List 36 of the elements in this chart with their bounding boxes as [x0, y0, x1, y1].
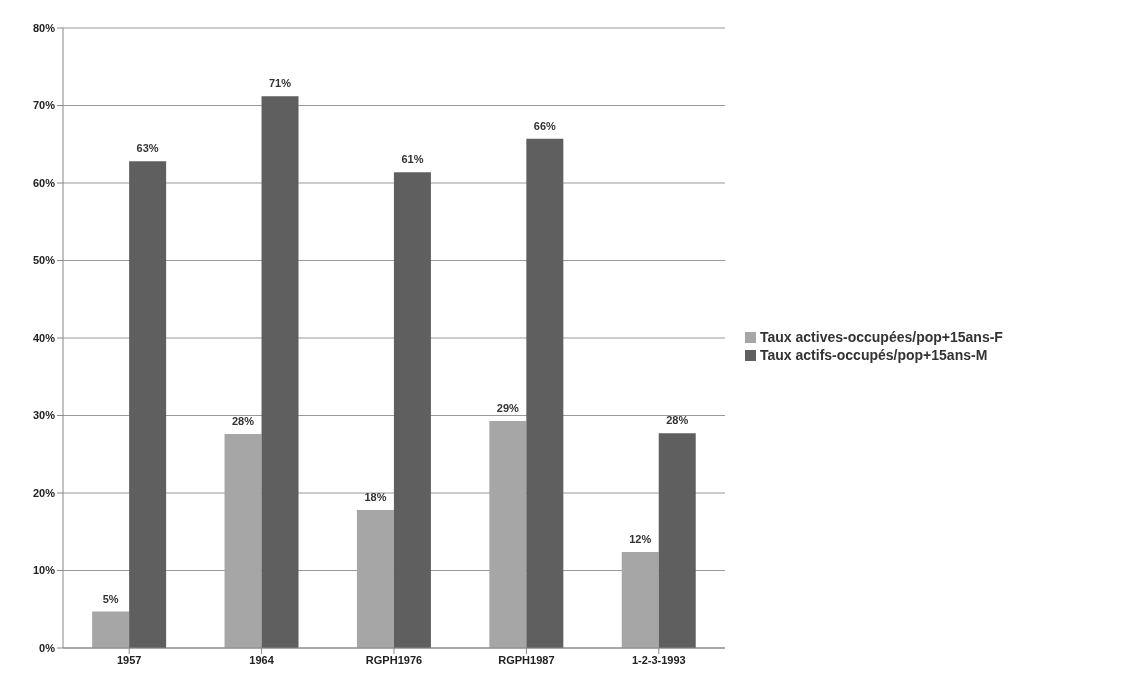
- x-tick-label: RGPH1976: [365, 653, 423, 666]
- bar: [129, 161, 167, 648]
- data-label: 28%: [232, 415, 255, 428]
- bar: [621, 551, 659, 648]
- bar: [393, 172, 431, 648]
- y-tick-label: 80%: [32, 21, 56, 34]
- data-label: 71%: [269, 77, 292, 90]
- y-tick-label: 30%: [32, 409, 56, 422]
- bar: [261, 96, 299, 648]
- y-tick-label: 70%: [32, 99, 56, 112]
- bar: [356, 510, 394, 648]
- y-tick-label: 50%: [32, 254, 56, 267]
- data-label: 29%: [496, 401, 520, 414]
- data-label: 28%: [666, 414, 689, 427]
- data-label: 18%: [364, 491, 387, 504]
- y-tick-label: 60%: [32, 176, 56, 189]
- y-tick-label: 40%: [32, 331, 56, 344]
- bar: [92, 611, 130, 648]
- legend-label: Taux actifs-occupés/pop+15ans-M: [760, 346, 988, 363]
- data-label: 5%: [102, 592, 119, 605]
- y-tick-label: 20%: [32, 486, 56, 499]
- data-label: 12%: [629, 532, 652, 545]
- bar: [489, 420, 527, 648]
- bar: [526, 138, 564, 648]
- data-label: 61%: [401, 153, 424, 166]
- bar: [658, 433, 696, 648]
- y-tick-label: 0%: [39, 641, 56, 654]
- legend-label: Taux actives-occupées/pop+15ans-F: [760, 328, 1003, 345]
- x-tick-label: 1-2-3-1993: [631, 653, 686, 666]
- bar: [224, 434, 262, 648]
- x-tick-label: 1964: [249, 653, 275, 666]
- data-label: 63%: [136, 142, 159, 155]
- y-tick-label: 10%: [32, 564, 56, 577]
- x-tick-label: RGPH1987: [498, 653, 555, 666]
- data-label: 66%: [533, 119, 557, 132]
- x-tick-label: 1957: [116, 653, 142, 666]
